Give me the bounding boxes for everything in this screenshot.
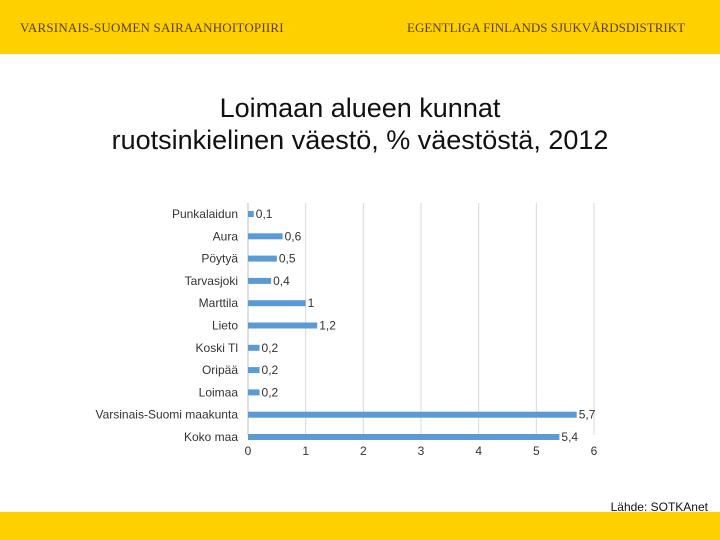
- bar: [248, 344, 260, 351]
- bar-chart: 0 1 2 3 4 5 6 Punkalaidun 0,1 Aura 0,6 Pöytyä 0,5 Tar…: [95, 203, 598, 458]
- value-label: 1,2: [319, 319, 336, 333]
- bar: [248, 367, 260, 374]
- value-label: 0,6: [285, 229, 302, 243]
- header-left-text: VARSINAIS-SUOMEN SAIRAANHOITOPIIRI: [20, 20, 284, 35]
- bar: [248, 255, 277, 262]
- x-tick-label: 1: [302, 444, 309, 458]
- source-note: Lähde: SOTKAnet: [610, 500, 708, 514]
- category-label: Tarvasjoki: [185, 274, 238, 288]
- bar: [248, 434, 560, 440]
- bar: [248, 277, 272, 284]
- x-tick-label: 0: [245, 444, 252, 458]
- category-label: Oripää: [202, 363, 238, 377]
- chart-title-line-1: Loimaan alueen kunnat: [219, 93, 501, 123]
- value-label: 5,4: [561, 430, 578, 444]
- value-label: 0,5: [279, 252, 296, 266]
- value-label: 0,1: [256, 207, 273, 221]
- footer-band: [0, 512, 720, 540]
- x-tick-label: 3: [418, 444, 425, 458]
- category-label: Marttila: [199, 296, 239, 310]
- bar: [248, 300, 306, 307]
- category-label: Varsinais-Suomi maakunta: [95, 408, 238, 422]
- value-label: 0,2: [262, 341, 279, 355]
- bar: [248, 389, 260, 396]
- bar: [248, 211, 254, 217]
- bar: [248, 233, 283, 240]
- header-right-text: EGENTLIGA FINLANDS SJUKVÅRDSDISTRIKT: [407, 20, 686, 35]
- x-tick-label: 4: [475, 444, 482, 458]
- category-label: Loimaa: [199, 385, 239, 399]
- value-label: 0,4: [273, 274, 290, 288]
- value-label: 0,2: [262, 385, 279, 399]
- bar: [248, 411, 577, 418]
- category-label: Punkalaidun: [172, 207, 238, 221]
- category-label: Lieto: [212, 319, 238, 333]
- category-label: Pöytyä: [201, 252, 238, 266]
- value-label: 1: [308, 296, 315, 310]
- header-band: VARSINAIS-SUOMEN SAIRAANHOITOPIIRI EGENT…: [0, 0, 720, 54]
- bar: [248, 322, 318, 329]
- x-tick-label: 2: [360, 444, 367, 458]
- chart-title: Loimaan alueen kunnat ruotsinkielinen vä…: [0, 92, 720, 156]
- x-tick-label: 5: [533, 444, 540, 458]
- value-label: 5,7: [579, 408, 596, 422]
- category-label: Koko maa: [184, 430, 238, 444]
- chart-title-line-2: ruotsinkielinen väestö, % väestöstä, 201…: [111, 125, 609, 155]
- x-tick-label: 6: [591, 444, 598, 458]
- category-label: Koski Tl: [196, 341, 238, 355]
- category-label: Aura: [213, 229, 239, 243]
- value-label: 0,2: [262, 363, 279, 377]
